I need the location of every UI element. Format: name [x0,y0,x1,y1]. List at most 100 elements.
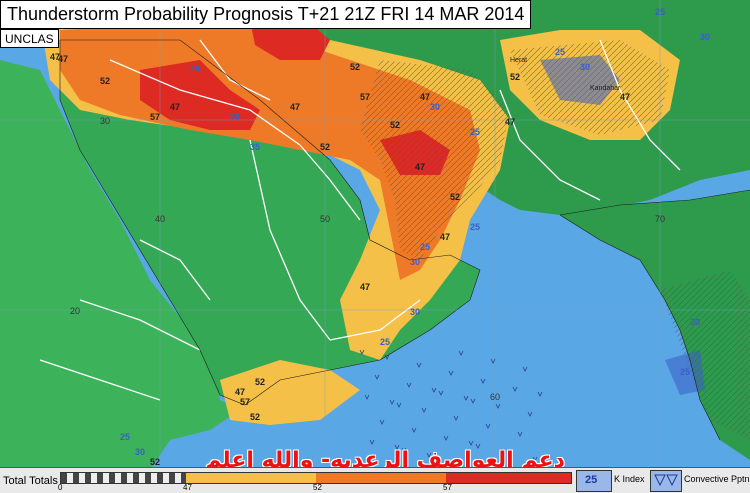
convective-symbol [517,431,523,437]
convective-key-label: Convective Pptn [684,474,750,484]
convective-region-1 [360,60,510,260]
convective-symbol [443,435,449,441]
convective-symbol [512,386,518,392]
convective-symbol [359,349,365,355]
tick-47: 47 [183,483,192,492]
convective-symbol [475,443,481,449]
contour-label: 47 [360,282,370,292]
convective-symbol [406,382,412,388]
convective-symbol [433,455,439,461]
tick-52: 52 [313,483,322,492]
convective-symbol [394,444,400,450]
contour-label: 30 [410,307,420,317]
graticule [0,0,750,467]
contour-label: 25 [555,47,565,57]
convective-symbol [384,354,390,360]
contour-label: 30 [410,257,420,267]
convective-symbol [537,391,543,397]
contour-label: 25 [655,7,665,17]
scale-seg-57 [446,473,571,483]
convective-key [650,470,682,492]
contour-label: 52 [320,142,330,152]
contour-label: 30 [230,112,240,122]
coastline [59,39,750,441]
map-title: Thunderstorm Probability Prognosis T+21 … [0,0,532,29]
convective-symbol [453,415,459,421]
kindex-region-2 [665,350,705,395]
contour-label: 30 [135,447,145,457]
contour-label: 30 [700,32,710,42]
contour-label: 47 [505,117,515,127]
contour-label: 57 [240,397,250,407]
kindex-key-value: 25 [585,474,598,486]
convective-symbol [470,398,476,404]
kindex-key: 25 [576,470,612,492]
contour-label: 47 [415,162,425,172]
kindex-region-1 [540,55,620,105]
convective-symbol [480,378,486,384]
contour-label: 25 [380,337,390,347]
contour-label: 47 [620,92,630,102]
convective-symbol [485,423,491,429]
convective-symbol [411,427,417,433]
contour-label: 30 [580,62,590,72]
contour-label: 47 [235,387,245,397]
lon-label-70: 70 [655,214,665,224]
contour-label: 52 [255,377,265,387]
convective-symbol [527,411,533,417]
convective-symbol [431,387,437,393]
contour-label: 52 [390,120,400,130]
contour-label: 47 [58,54,68,64]
scale-seg-none [61,473,186,483]
convective-symbol [369,439,375,445]
convective-symbol [507,451,513,457]
convective-symbol [495,403,501,409]
contour-label: 52 [510,72,520,82]
contour-label: 52 [100,76,110,86]
convective-symbol [448,370,454,376]
contour-label: 30 [690,317,700,327]
convective-symbol [532,456,538,462]
convective-symbol [416,362,422,368]
convective-region-3 [660,270,750,440]
tt-scale [60,472,572,484]
city-label-herat: Herat [510,57,527,64]
land-africa [0,60,240,470]
convective-symbol [389,399,395,405]
tick-0: 0 [58,483,63,492]
contour-label: 52 [150,457,160,467]
convective-symbol [374,374,380,380]
convective-symbol [364,394,370,400]
lat-label-30: 30 [100,116,110,126]
lon-label-60: 60 [490,392,500,402]
tick-57: 57 [443,483,452,492]
convective-symbol [426,452,432,458]
convective-key-icon [654,474,678,487]
convective-symbol [421,407,427,413]
contour-label: 52 [250,412,260,422]
tt57-area [140,60,260,130]
contour-label: 57 [360,92,370,102]
contour-label: 52 [350,62,360,72]
contour-labels: 4752572530354752574752302547522530472530… [50,7,710,467]
convective-symbols [359,349,543,462]
scale-seg-47 [186,473,316,483]
convective-symbol [522,366,528,372]
contour-label: 30 [430,102,440,112]
contour-label: 25 [470,127,480,137]
contour-label: 25 [420,242,430,252]
contour-label: 25 [190,64,200,74]
lon-label-50: 50 [320,214,330,224]
legend-title: Total Totals [3,475,58,487]
contour-label: 47 [170,102,180,112]
lat-label-20: 20 [70,306,80,316]
lon-label-40: 40 [155,214,165,224]
convective-symbol [490,358,496,364]
convective-symbol [468,440,474,446]
city-label-kandahar: Kandahar [590,85,621,92]
scale-seg-52 [316,473,446,483]
convective-symbol [396,402,402,408]
kindex-key-label: K Index [614,474,645,484]
contour-label: 47 [50,52,60,62]
